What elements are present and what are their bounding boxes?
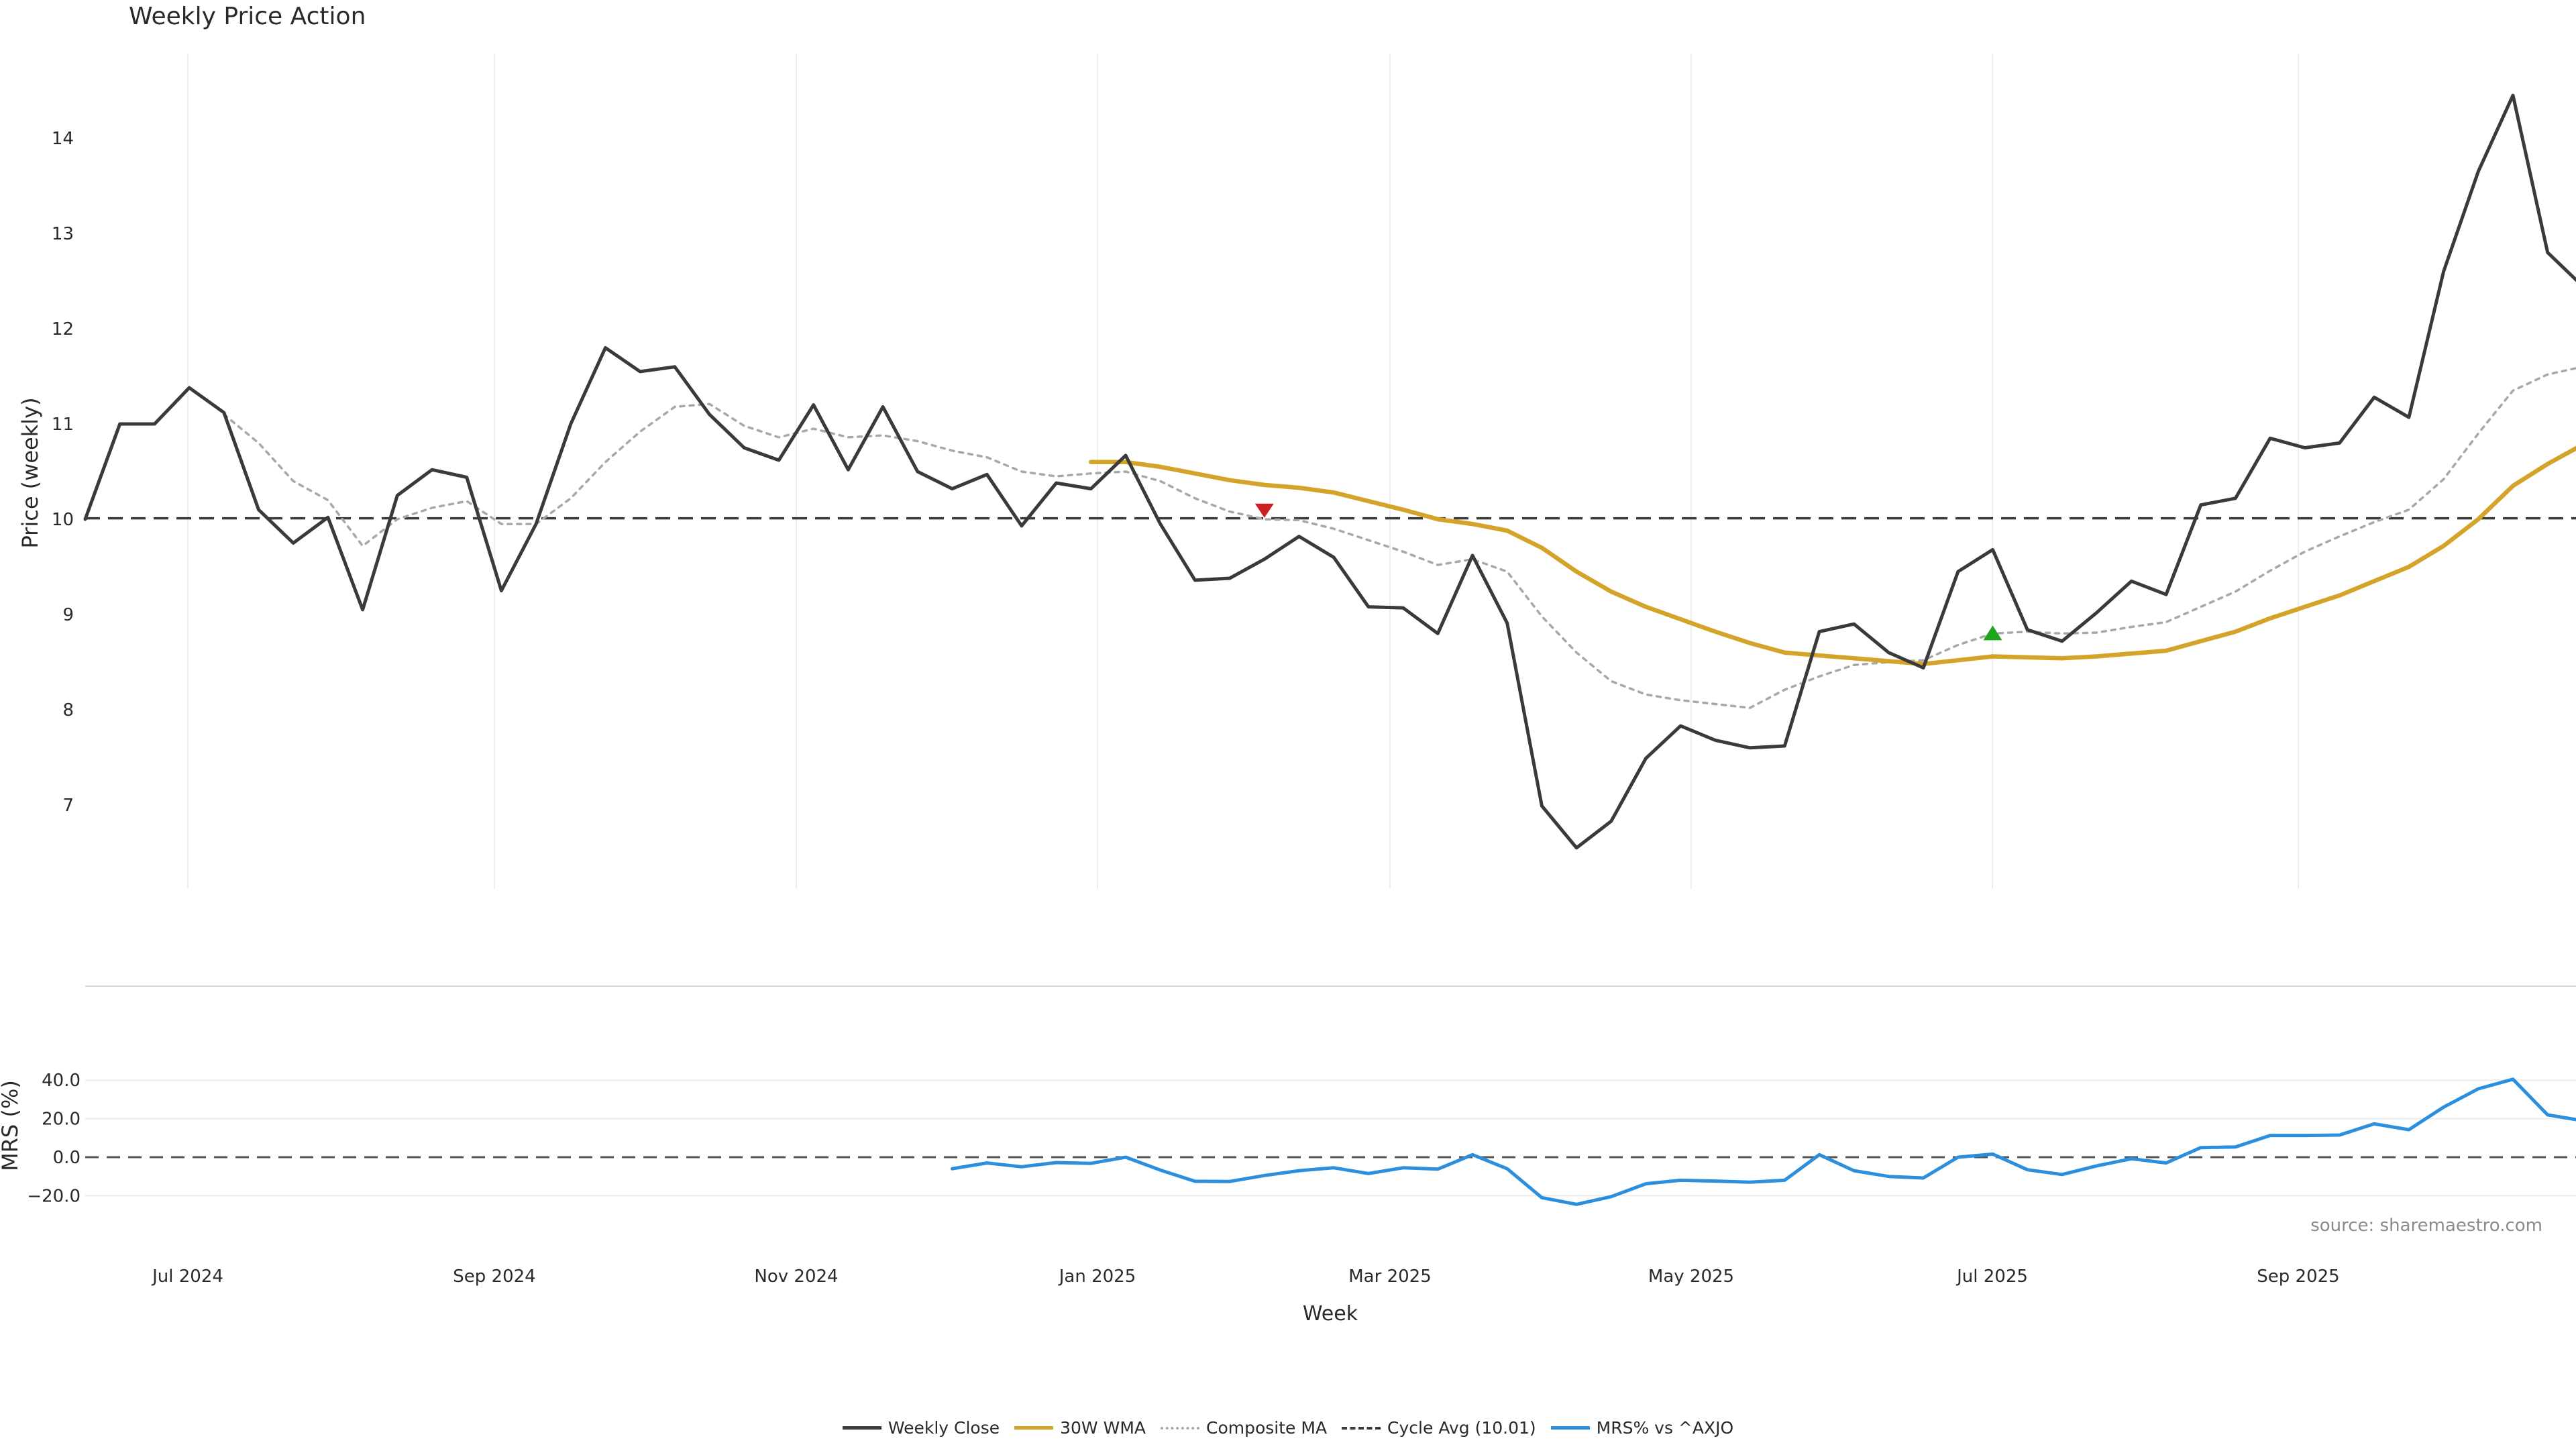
legend-label: 30W WMA [1060,1418,1146,1438]
legend-swatch [1161,1426,1199,1430]
x-tick-label: Nov 2024 [754,1267,838,1287]
composite-ma-line [223,367,2576,709]
legend-item: 30W WMA [1014,1418,1146,1438]
mrs-y-tick-label: 20.0 [42,1110,80,1130]
buy-signal-marker [1983,625,2002,641]
series-layer [83,93,2576,1206]
legend-swatch [1342,1426,1381,1430]
sell-signal-marker [1254,503,1274,518]
price-y-tick-label: 9 [62,605,74,625]
legend-item: Cycle Avg (10.01) [1342,1418,1536,1438]
legend-swatch [1014,1426,1054,1430]
legend-item: MRS% vs ^AXJO [1550,1418,1734,1438]
price-y-tick-label: 8 [62,700,74,720]
mrs-line [951,1077,2576,1206]
price-y-axis-label: Price (weekly) [17,397,43,548]
price-y-tick-label: 11 [52,415,74,435]
price-y-tick-label: 12 [52,319,74,339]
x-tick-label: Sep 2024 [453,1267,535,1287]
legend-label: MRS% vs ^AXJO [1596,1418,1734,1438]
legend-item: Weekly Close [842,1418,1000,1438]
signal-markers [1254,503,2002,641]
mrs-y-axis-label: MRS (%) [0,1080,23,1171]
price-y-tick-label: 7 [62,796,74,816]
price-y-tick-label: 10 [52,510,74,530]
legend-swatch [1550,1426,1590,1430]
price-y-tick-label: 13 [52,224,74,244]
weekly-close-line [83,93,2576,850]
legend-label: Composite MA [1206,1418,1328,1438]
x-tick-label: Sep 2025 [2257,1267,2339,1287]
legend: Weekly Close 30W WMA Composite MA Cycle Avg… [0,1418,2576,1438]
x-tick-label: Jul 2025 [1955,1267,2028,1287]
grid-layer [85,54,2576,1197]
reference-lines [85,517,2576,1159]
x-tick-label: Mar 2025 [1348,1267,1432,1287]
legend-swatch [842,1426,881,1430]
wma-30w-line [1089,445,2576,667]
x-axis-label: Week [1303,1302,1358,1326]
legend-item: Composite MA [1161,1418,1327,1438]
legend-label: Cycle Avg (10.01) [1387,1418,1536,1438]
chart-title: Weekly Price Action [129,3,366,30]
source-note: source: sharemaestro.com [2310,1216,2542,1236]
axis-labels: 7 8 9 10 11 12 13 14 −20.0 0.0 20.0 40.0 Jul 2024 Sep… [27,129,2339,1287]
x-tick-label: Jul 2024 [151,1267,223,1287]
legend-label: Weekly Close [888,1418,1000,1438]
mrs-y-tick-label: 0.0 [53,1148,80,1168]
x-tick-label: Jan 2025 [1058,1267,1136,1287]
mrs-y-tick-label: 40.0 [42,1071,80,1091]
x-tick-label: May 2025 [1648,1267,1734,1287]
price-y-tick-label: 14 [52,129,74,149]
mrs-y-tick-label: −20.0 [27,1186,80,1206]
